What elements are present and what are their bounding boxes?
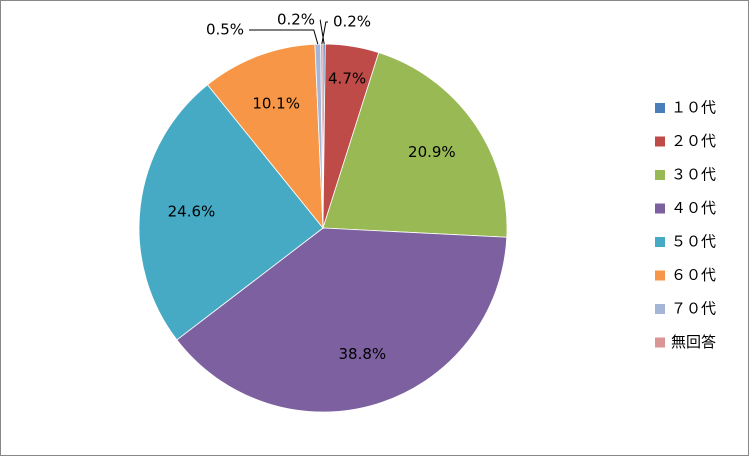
legend-label: ５０代 (671, 233, 716, 251)
data-label: 20.9% (408, 143, 456, 161)
pie-slice (206, 43, 324, 230)
legend-label: 無回答 (671, 333, 716, 351)
data-label: 10.1% (252, 95, 300, 113)
legend-label: ４０代 (671, 199, 716, 217)
data-label: 0.2% (277, 11, 315, 29)
legend-swatch (655, 203, 665, 214)
pie-slice (176, 227, 508, 413)
legend-label: ３０代 (671, 166, 716, 184)
leader-line (249, 29, 319, 45)
legend-label: １０代 (671, 99, 716, 117)
data-label: 38.8% (339, 345, 387, 363)
legend-swatch (655, 304, 665, 314)
legend-swatch (655, 136, 665, 147)
data-label: 4.7% (328, 70, 366, 88)
legend-swatch (655, 237, 665, 247)
pie-slice (138, 84, 324, 341)
data-label: 0.5% (206, 21, 244, 39)
data-label: 0.2% (333, 13, 371, 31)
leader-line (321, 21, 328, 45)
pie-slice (322, 52, 508, 238)
legend-swatch (655, 170, 665, 180)
legend-swatch (655, 337, 665, 348)
legend-swatch (655, 103, 665, 113)
data-label: 24.6% (168, 203, 216, 221)
legend-swatch (655, 270, 665, 281)
legend-label: ７０代 (671, 300, 716, 318)
legend-label: ２０代 (671, 132, 716, 150)
legend-label: ６０代 (671, 266, 716, 284)
